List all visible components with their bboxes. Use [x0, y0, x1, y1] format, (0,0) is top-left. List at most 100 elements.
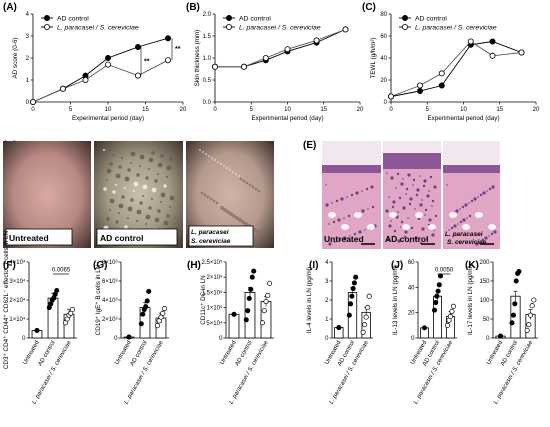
data-point — [450, 303, 456, 309]
lesion-spot — [103, 149, 105, 151]
lesion-spot — [160, 154, 164, 158]
panel-label: (G) — [93, 260, 107, 271]
data-point — [54, 287, 60, 294]
cell-nucleus — [358, 230, 362, 234]
y-tick-label: 3×10⁴ — [9, 278, 26, 285]
cell-nucleus — [453, 224, 457, 228]
cell-nucleus — [412, 178, 416, 182]
y-tick-label: 3 — [325, 279, 329, 285]
lesion-spot — [251, 185, 255, 189]
x-tick-label: 0 — [389, 107, 393, 113]
data-point — [363, 314, 369, 320]
y-axis-label: CD11c⁺ DC in LN — [200, 275, 207, 325]
lesion-spot — [160, 192, 166, 198]
data-point — [126, 334, 132, 340]
lesion-spot — [245, 181, 249, 185]
data-point — [433, 299, 439, 306]
x-tick-label: 20 — [357, 107, 364, 113]
cell-nucleus — [325, 203, 329, 207]
legend-entry: AD control — [239, 16, 271, 23]
data-point — [140, 311, 146, 317]
lesion-spot — [112, 190, 116, 194]
lesion-spot — [226, 167, 228, 169]
data-point — [360, 329, 366, 335]
cell-nucleus — [421, 227, 425, 231]
y-tick-label: 4 — [26, 12, 30, 18]
cell-nucleus — [412, 184, 414, 186]
data-point — [265, 292, 271, 298]
x-tick-label: 20 — [533, 107, 540, 113]
adipose-vacuole — [488, 224, 496, 230]
x-tick-label: 5 — [69, 107, 73, 113]
panel-label: (I) — [309, 260, 318, 271]
series-line — [215, 28, 346, 68]
cell-nucleus — [361, 190, 363, 192]
lesion-spot — [248, 183, 252, 187]
cell-nucleus — [386, 172, 388, 174]
lesion-spot — [109, 198, 115, 204]
lesion-spot — [202, 151, 204, 153]
data-point — [510, 312, 516, 318]
epidermis-layer — [322, 165, 381, 173]
cell-nucleus — [461, 205, 465, 209]
data-point — [261, 308, 267, 314]
lesion-spot — [118, 165, 122, 169]
y-axis-label: IL-4 levels in LN (pg/ml) — [306, 267, 313, 334]
lesion-spot — [124, 225, 128, 229]
cell-nucleus — [409, 197, 413, 201]
photo-label-box — [5, 228, 73, 246]
lesion-spot — [157, 162, 163, 168]
lesion-spot — [256, 230, 260, 234]
data-point — [284, 46, 291, 53]
data-point — [445, 322, 451, 328]
cell-nucleus — [424, 214, 426, 216]
photo-label: S. cereviciae — [191, 238, 231, 245]
data-point — [138, 321, 144, 327]
cell-nucleus — [475, 242, 479, 246]
y-tick-label: 4 — [325, 260, 329, 266]
lesion-spot — [127, 217, 129, 219]
data-point — [336, 324, 342, 331]
x-tick-label: 15 — [496, 107, 503, 113]
cell-nucleus — [398, 196, 402, 200]
cell-nucleus — [391, 205, 395, 209]
cell-nucleus — [343, 236, 347, 240]
lesion-spot — [118, 212, 120, 214]
cell-nucleus — [417, 217, 421, 221]
cell-nucleus — [448, 229, 450, 231]
data-point — [262, 55, 269, 62]
cell-nucleus — [328, 223, 330, 225]
y-tick-label: 4×10³ — [102, 298, 118, 304]
lesion-spot — [127, 206, 133, 212]
data-point — [434, 293, 440, 299]
cell-nucleus — [388, 196, 390, 198]
x-tick-label: 10 — [105, 107, 112, 113]
y-tick-label: 150 — [479, 279, 490, 285]
y-tick-label: 0 — [219, 336, 223, 342]
lesion-spot — [163, 220, 169, 226]
lesion-spot — [148, 157, 154, 163]
y-tick-label: 0 — [114, 336, 118, 342]
cell-nucleus — [468, 214, 472, 218]
data-point — [366, 293, 372, 299]
x-tick-label: 15 — [142, 107, 149, 113]
legend-entry: L. paracasei / S. cereviciae — [239, 25, 321, 32]
lesion-spot — [257, 189, 261, 193]
y-tick-label: 6×10³ — [102, 279, 118, 285]
cell-nucleus — [328, 242, 332, 246]
cell-nucleus — [424, 208, 428, 212]
lesion-spot — [211, 157, 213, 159]
panel-label: (A) — [3, 2, 17, 13]
data-point — [387, 93, 394, 100]
cell-nucleus — [450, 226, 454, 230]
cell-nucleus — [419, 175, 421, 177]
cell-nucleus — [493, 230, 497, 234]
lesion-spot — [124, 176, 130, 182]
epidermis-layer — [443, 165, 500, 173]
series-line — [390, 41, 522, 97]
y-tick-label: 2.0 — [203, 12, 212, 18]
cell-nucleus — [340, 197, 344, 201]
lesion-spot — [103, 151, 105, 153]
data-point — [438, 70, 445, 77]
data-point — [447, 313, 454, 320]
